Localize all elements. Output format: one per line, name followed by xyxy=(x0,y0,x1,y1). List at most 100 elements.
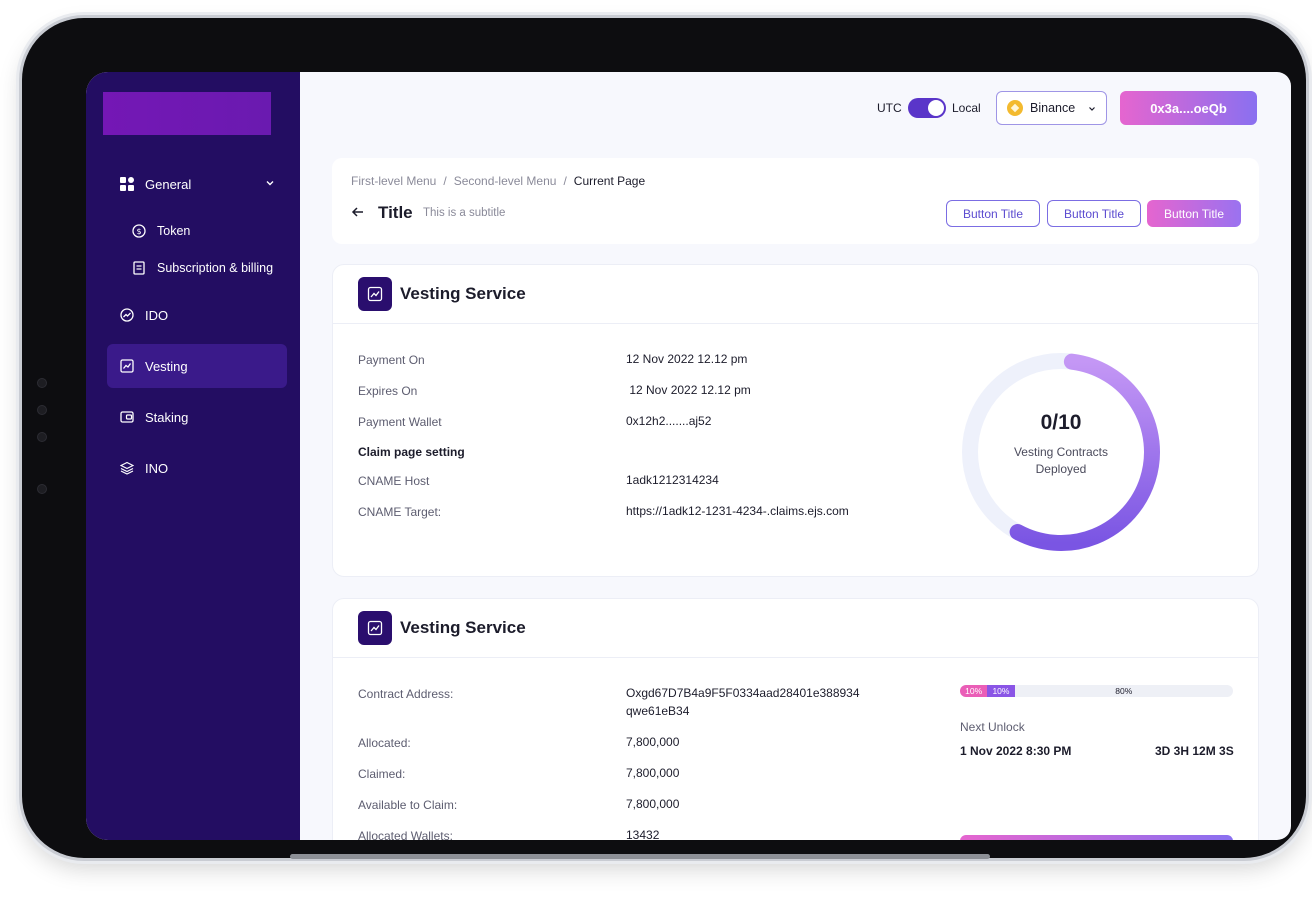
sidebar-item-label: Token xyxy=(157,224,191,238)
device-edge xyxy=(290,854,990,859)
tablet-frame: General $ Token Subscription & billing xyxy=(22,18,1306,858)
network-selector[interactable]: Binance xyxy=(996,91,1107,125)
payment-on-value: 12 Nov 2022 12.12 pm xyxy=(626,352,748,366)
chevron-down-icon xyxy=(266,181,274,186)
sidebar-item-label: Staking xyxy=(145,409,189,425)
header-button-primary[interactable]: Button Title xyxy=(1147,200,1241,227)
breadcrumb-item[interactable]: Second-level Menu xyxy=(453,174,557,188)
network-label: Binance xyxy=(1030,101,1076,115)
breadcrumb-separator: / xyxy=(443,174,447,188)
cname-target-label: CNAME Target: xyxy=(358,505,442,519)
card-title: Vesting Service xyxy=(400,618,526,637)
allocated-value: 7,800,000 xyxy=(626,735,680,749)
camera-dot xyxy=(37,405,47,415)
unlock-countdown: 3D 3H 12M 3S xyxy=(1155,744,1234,758)
document-icon xyxy=(132,261,146,275)
chart-icon xyxy=(358,277,392,311)
coin-icon: $ xyxy=(132,224,146,238)
sidebar: General $ Token Subscription & billing xyxy=(86,72,300,840)
chart-icon xyxy=(358,611,392,645)
breadcrumb: First-level Menu / Second-level Menu / C… xyxy=(351,174,645,188)
sidebar-item-label: INO xyxy=(145,460,169,476)
contracts-donut: 0/10 Vesting Contracts Deployed xyxy=(958,349,1164,555)
vesting-service-card: Vesting Service Payment On 12 Nov 2022 1… xyxy=(332,264,1259,577)
binance-icon xyxy=(1007,100,1023,116)
contract-details-card: Vesting Service Contract Address: Oxgd67… xyxy=(332,598,1259,840)
logo xyxy=(103,92,271,135)
donut-progress-arc xyxy=(1009,353,1160,551)
toggle-knob xyxy=(928,100,944,116)
sidebar-item-vesting[interactable]: Vesting xyxy=(107,344,287,388)
donut-label: Vesting Contracts Deployed xyxy=(958,444,1164,478)
card-header: Vesting Service xyxy=(333,599,1258,658)
sidebar-item-ino[interactable]: INO xyxy=(107,446,287,490)
top-bar: UTC Local Binance 0x3a....oeQb xyxy=(300,72,1291,144)
app-screen: General $ Token Subscription & billing xyxy=(86,72,1291,840)
wallet-address-button[interactable]: 0x3a....oeQb xyxy=(1120,91,1257,125)
progress-segment: 10% xyxy=(987,685,1015,697)
trend-circle-icon xyxy=(120,308,134,322)
donut-label-line1: Vesting Contracts xyxy=(1013,445,1109,459)
svg-text:$: $ xyxy=(136,227,141,236)
contract-address-label: Contract Address: xyxy=(358,687,454,701)
contract-address-line1: Oxgd67D7B4a9F5F0334aad28401e388934 xyxy=(626,686,860,700)
breadcrumb-item[interactable]: First-level Menu xyxy=(351,174,437,188)
next-unlock-date: 1 Nov 2022 8:30 PM xyxy=(960,744,1072,758)
sidebar-item-subscription[interactable]: Subscription & billing xyxy=(107,246,287,290)
sidebar-item-general[interactable]: General xyxy=(107,162,287,206)
donut-label-line2: Deployed xyxy=(1035,462,1087,476)
available-to-claim-value: 7,800,000 xyxy=(626,797,680,811)
claimed-value: 7,800,000 xyxy=(626,766,680,780)
back-arrow-icon[interactable] xyxy=(351,205,365,219)
progress-segment: 80% xyxy=(1115,686,1133,696)
claim-page-setting-heading: Claim page setting xyxy=(358,445,465,459)
breadcrumb-current: Current Page xyxy=(573,174,646,188)
sidebar-item-label: IDO xyxy=(145,307,169,323)
contract-address-line2: qwe61eB34 xyxy=(626,704,690,718)
cname-target-value[interactable]: https://1adk12-1231-4234-.claims.ejs.com xyxy=(626,504,849,518)
sidebar-item-staking[interactable]: Staking xyxy=(107,395,287,439)
donut-value: 0/10 xyxy=(1040,411,1082,434)
header-button-2[interactable]: Button Title xyxy=(1047,200,1141,227)
claimed-label: Claimed: xyxy=(358,767,406,781)
allocated-wallets-label: Allocated Wallets: xyxy=(358,829,453,840)
layers-icon xyxy=(120,461,134,475)
breadcrumb-separator: / xyxy=(563,174,567,188)
unlock-progress-bar: 10% 10% 80% xyxy=(960,685,1233,697)
page-title: Title xyxy=(378,203,413,222)
camera-lens-icon xyxy=(37,432,47,442)
sidebar-item-ido[interactable]: IDO xyxy=(107,293,287,337)
sidebar-item-label: Vesting xyxy=(145,358,188,374)
expires-on-label: Expires On xyxy=(358,384,418,398)
donut-chart xyxy=(962,353,1160,551)
sidebar-item-label: General xyxy=(145,176,192,192)
card-title: Vesting Service xyxy=(400,284,526,303)
local-label: Local xyxy=(952,101,981,115)
progress-segment: 10% xyxy=(960,685,988,697)
header-button-1[interactable]: Button Title xyxy=(946,200,1040,227)
wallet-icon xyxy=(120,410,134,424)
contract-address-value[interactable]: Oxgd67D7B4a9F5F0334aad28401e388934 qwe61… xyxy=(626,684,860,720)
sidebar-item-label: Subscription & billing xyxy=(157,261,274,275)
timezone-toggle[interactable] xyxy=(908,98,946,118)
payment-wallet-label: Payment Wallet xyxy=(358,415,442,429)
utc-label: UTC xyxy=(877,101,902,115)
cname-host-value: 1adk1212314234 xyxy=(626,473,719,487)
camera-dot xyxy=(37,484,47,494)
payment-on-label: Payment On xyxy=(358,353,425,367)
next-unlock-label: Next Unlock xyxy=(960,720,1025,734)
page-header: First-level Menu / Second-level Menu / C… xyxy=(332,158,1259,244)
chart-icon xyxy=(120,359,134,373)
expires-on-value: 12 Nov 2022 12.12 pm xyxy=(626,383,751,397)
sidebar-item-token[interactable]: $ Token xyxy=(107,209,287,253)
chevron-down-icon xyxy=(1089,107,1095,111)
allocated-wallets-value: 13432 xyxy=(626,828,660,840)
available-to-claim-label: Available to Claim: xyxy=(358,798,458,812)
grid-icon xyxy=(120,177,134,191)
card-header: Vesting Service xyxy=(333,265,1258,324)
payment-wallet-value: 0x12h2.......aj52 xyxy=(626,414,712,428)
cname-host-label: CNAME Host xyxy=(358,474,430,488)
claim-button[interactable] xyxy=(960,835,1233,840)
page-subtitle: This is a subtitle xyxy=(423,207,506,219)
allocated-label: Allocated: xyxy=(358,736,411,750)
